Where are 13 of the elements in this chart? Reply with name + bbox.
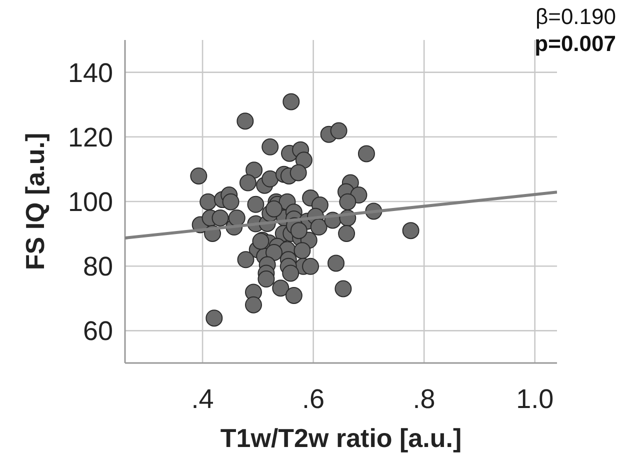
- text: β=0.190: [535, 4, 616, 29]
- x-axis-title: T1w/T2w ratio [a.u.]: [220, 423, 462, 453]
- x-tick-label: .4: [191, 384, 214, 414]
- y-tick-label: 140: [68, 58, 113, 88]
- x-tick-label: .8: [412, 384, 436, 414]
- y-tick-label: 100: [68, 186, 113, 217]
- y-axis-title: FS IQ [a.u.]: [20, 132, 50, 270]
- y-tick-label: 120: [68, 122, 113, 152]
- x-tick-label: 1.0: [516, 384, 554, 414]
- annotation: p=0.007: [534, 31, 616, 56]
- y-tick-label: 80: [82, 252, 113, 282]
- x-tick-label: .6: [302, 384, 325, 414]
- y-tick-label: 60: [82, 316, 113, 346]
